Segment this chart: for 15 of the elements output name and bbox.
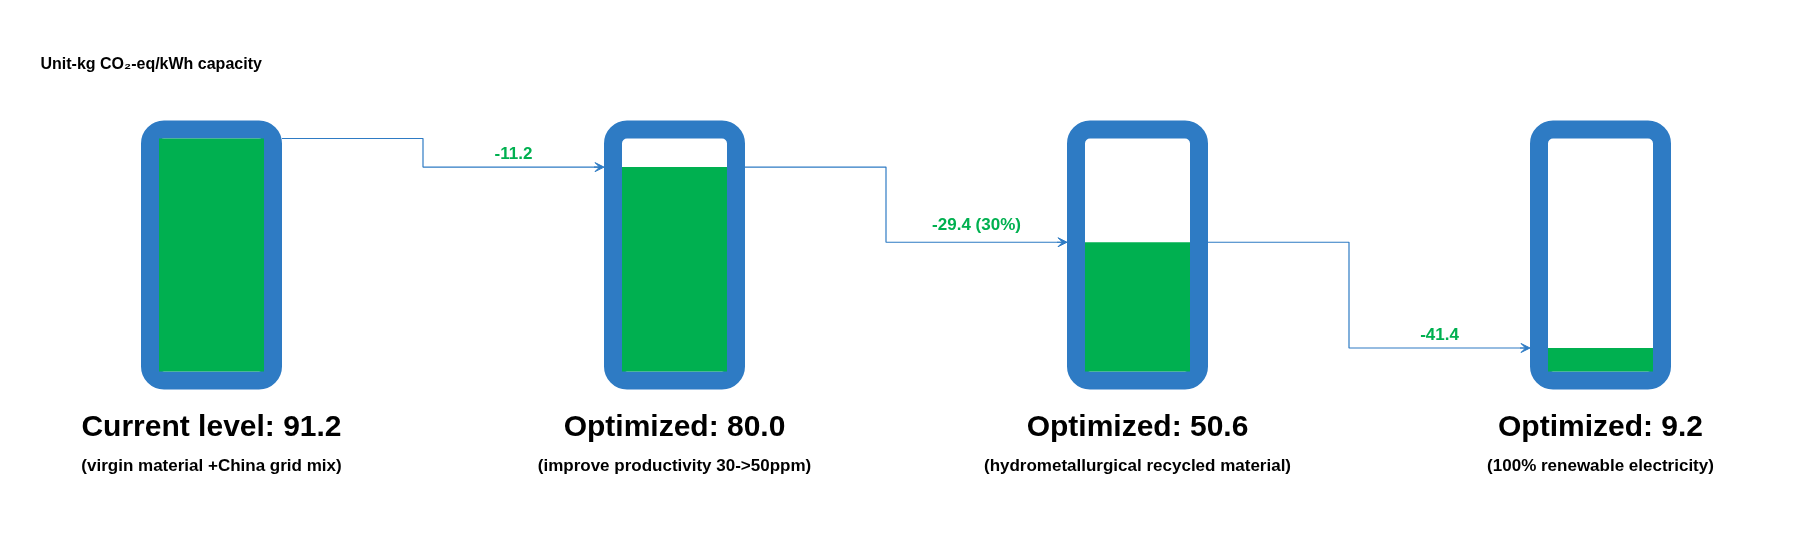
y-axis-title: Unit-kg CO₂-eq/kWh capacity: [40, 55, 262, 72]
bar: [1548, 348, 1653, 372]
x-tick-label: (virgin material +China grid mix): [81, 456, 342, 475]
annotation: -11.2: [494, 144, 533, 164]
annotation: -29.4 (30%): [932, 215, 1021, 235]
data-label: Current level: 91.2: [81, 409, 342, 442]
data-label: Optimized: 50.6: [1026, 409, 1249, 442]
bar: [622, 167, 727, 372]
x-tick-label: (improve productivity 30->50ppm): [537, 456, 812, 475]
annotation: -41.4: [1420, 325, 1460, 344]
data-label: Optimized: 9.2: [1497, 409, 1704, 442]
x-tick-label: (hydrometallurgical recycled material): [983, 456, 1292, 475]
data-label: Optimized: 80.0: [563, 409, 786, 442]
bar: [1085, 242, 1190, 372]
x-tick-label: (100% renewable electricity): [1487, 456, 1714, 475]
